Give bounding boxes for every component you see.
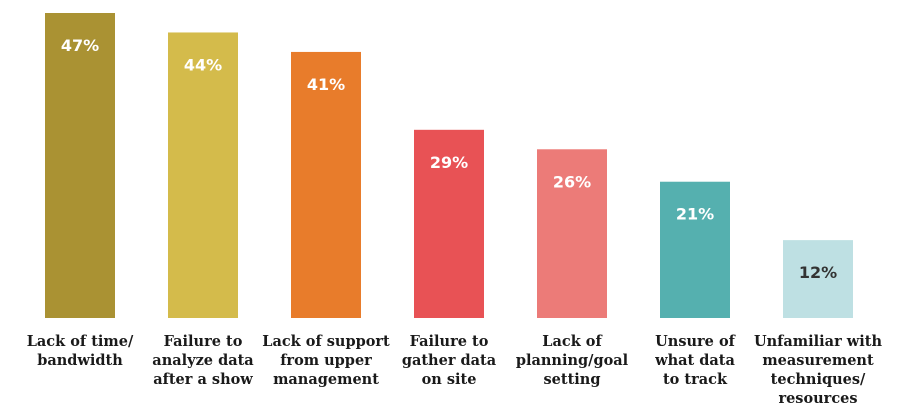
bar-4 (414, 129, 484, 318)
category-label-line: after a show (153, 371, 253, 388)
category-label-line: to track (663, 371, 728, 388)
category-label-line: Failure to (164, 333, 243, 350)
bar-1 (45, 13, 115, 318)
category-label-line: management (273, 371, 379, 388)
category-label-line: on site (422, 371, 477, 388)
category-label-line: gather data (402, 352, 497, 369)
category-label-line: Failure to (410, 333, 489, 350)
category-label-5: Lack of planning/goal setting (516, 333, 629, 388)
category-label-2: Failure to analyze data after a show (152, 333, 254, 388)
bar-2 (168, 32, 238, 319)
category-label-line: bandwidth (37, 352, 123, 369)
category-label-line: resources (778, 390, 857, 407)
category-label-line: Lack of support (262, 333, 390, 350)
category-label-line: from upper (280, 352, 372, 369)
category-label-line: analyze data (152, 352, 254, 369)
category-labels-group: Lack of time/bandwidth Failure to analyze … (27, 333, 883, 407)
bar-7 (783, 240, 853, 318)
category-label-line: planning/goal (516, 352, 629, 369)
category-label-line: Unfamiliar with (754, 333, 882, 350)
category-label-line: what data (654, 352, 735, 369)
category-label-1: Lack of time/bandwidth (27, 333, 134, 369)
category-label-7: Unfamiliar with measurement techniques/res… (754, 333, 882, 407)
category-label-4: Failure to gather data on site (402, 333, 497, 388)
data-label-2: 44% (184, 55, 222, 74)
data-label-1: 47% (61, 36, 99, 55)
category-label-line: Lack of time/ (27, 333, 134, 350)
bar-6 (660, 181, 730, 318)
value-labels-group: 47% 44% 41% 29% 26% 21% 12% (61, 36, 837, 282)
data-label-4: 29% (430, 153, 468, 172)
bar-5 (537, 149, 607, 318)
data-label-3: 41% (307, 75, 345, 94)
category-label-line: Unsure of (655, 333, 736, 350)
category-label-line: Lack of (542, 333, 603, 350)
data-label-6: 21% (676, 205, 714, 224)
category-label-3: Lack of support from upper management (262, 333, 390, 388)
data-label-5: 26% (553, 172, 591, 191)
bars-group (45, 13, 853, 319)
category-label-line: measurement (762, 352, 874, 369)
category-label-6: Unsure of what data to track (654, 333, 737, 388)
bar-3 (291, 51, 361, 319)
category-label-line: techniques/ (771, 371, 866, 388)
data-label-7: 12% (799, 263, 837, 282)
category-label-line: setting (544, 371, 601, 388)
